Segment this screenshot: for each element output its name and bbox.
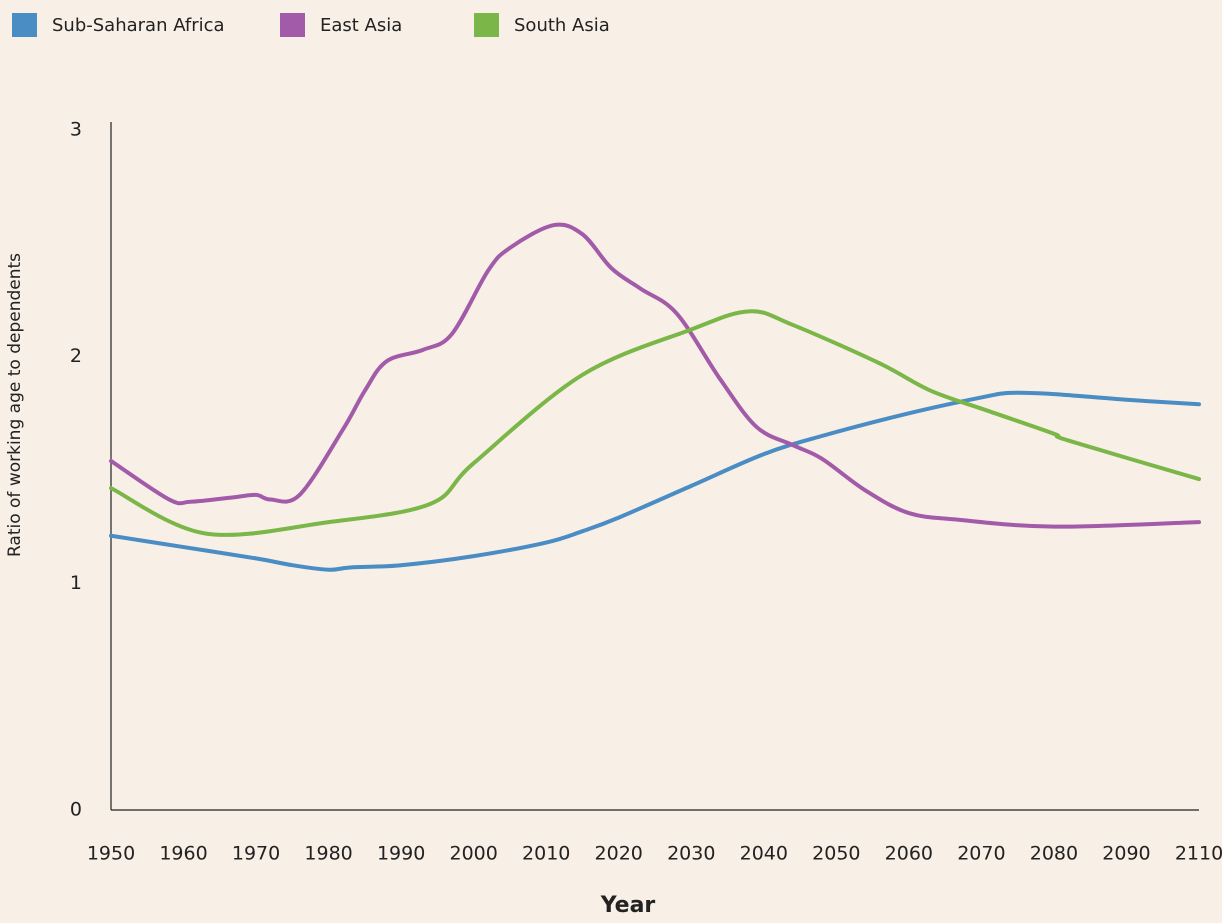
x-tick-label: 2010: [522, 843, 570, 865]
series-line: [109, 309, 1201, 537]
legend-label: South Asia: [514, 15, 610, 36]
legend-swatch: [12, 13, 37, 37]
x-tick-label: 2050: [812, 843, 860, 865]
x-tick-label: 1990: [377, 843, 425, 865]
x-tick-label: 1980: [304, 843, 352, 865]
x-tick-label: 2080: [1030, 843, 1078, 865]
legend-swatch: [474, 13, 499, 37]
x-tick-label: 2070: [957, 843, 1005, 865]
legend-label: East Asia: [320, 15, 402, 36]
y-tick-label: 0: [70, 799, 82, 821]
x-tick-label: 2090: [1102, 843, 1150, 865]
series-line: [109, 390, 1201, 572]
x-tick-label: 2020: [595, 843, 643, 865]
x-tick-label: 1960: [159, 843, 207, 865]
series-line: [109, 222, 1201, 529]
y-tick-label: 1: [70, 572, 82, 594]
y-axis-label: Ratio of working age to dependents: [5, 253, 25, 557]
x-tick-label: 2000: [449, 843, 497, 865]
legend-label: Sub-Saharan Africa: [52, 15, 225, 36]
x-tick-label: 2040: [740, 843, 788, 865]
x-axis-label: Year: [600, 893, 656, 918]
x-tick-label: 2110: [1175, 843, 1222, 865]
y-tick-label: 2: [70, 345, 82, 367]
x-tick-label: 1970: [232, 843, 280, 865]
x-tick-label: 2030: [667, 843, 715, 865]
x-tick-label: 2060: [885, 843, 933, 865]
legend-swatch: [280, 13, 305, 37]
x-tick-label: 1950: [87, 843, 135, 865]
y-tick-label: 3: [70, 119, 82, 141]
